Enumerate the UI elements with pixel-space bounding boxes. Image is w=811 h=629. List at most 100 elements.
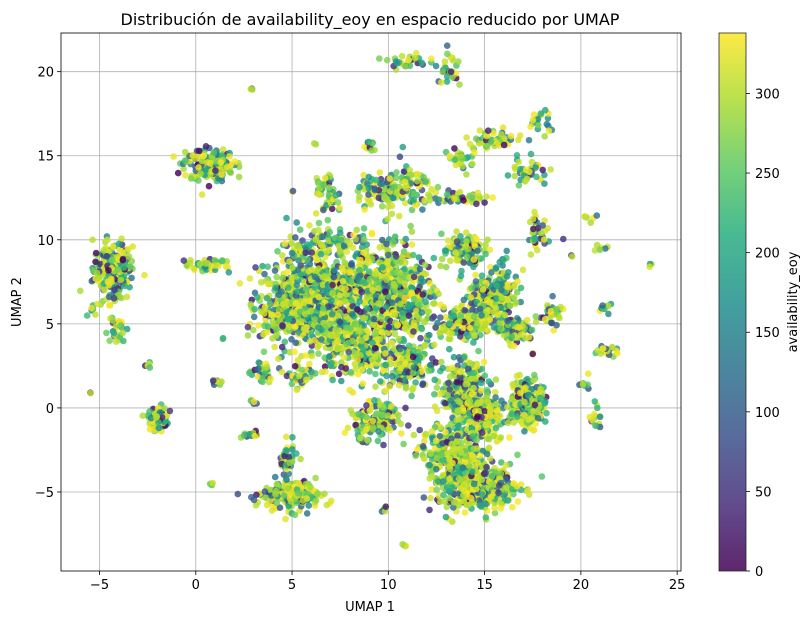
scatter-point xyxy=(326,353,333,360)
scatter-point xyxy=(504,273,511,280)
scatter-point xyxy=(419,291,426,298)
scatter-point xyxy=(509,381,516,388)
scatter-point xyxy=(318,327,325,334)
scatter-point xyxy=(506,434,513,441)
scatter-point xyxy=(357,435,364,442)
scatter-point xyxy=(360,315,367,322)
scatter-point xyxy=(507,302,514,309)
scatter-point xyxy=(282,301,289,308)
scatter-point xyxy=(433,466,440,473)
scatter-point xyxy=(313,497,320,504)
scatter-point xyxy=(314,344,321,351)
scatter-point xyxy=(392,312,399,319)
scatter-point xyxy=(448,330,455,337)
scatter-point xyxy=(449,365,456,372)
scatter-point xyxy=(273,326,280,333)
scatter-point xyxy=(297,456,304,463)
scatter-point xyxy=(369,287,376,294)
scatter-point xyxy=(279,344,286,351)
scatter-point xyxy=(389,299,396,306)
scatter-point xyxy=(338,364,345,371)
scatter-point xyxy=(329,377,336,384)
scatter-point xyxy=(94,270,101,277)
scatter-point xyxy=(328,297,335,304)
scatter-point xyxy=(425,308,432,315)
scatter-point xyxy=(275,355,282,362)
scatter-point xyxy=(124,294,131,301)
scatter-point xyxy=(375,428,382,435)
scatter-point xyxy=(386,324,393,331)
scatter-point xyxy=(467,325,474,332)
scatter-point xyxy=(471,332,478,339)
scatter-point xyxy=(485,328,492,335)
scatter-point xyxy=(402,405,409,412)
scatter-point xyxy=(188,175,195,182)
scatter-point xyxy=(380,404,387,411)
scatter-point xyxy=(439,256,446,263)
scatter-point xyxy=(479,272,486,279)
scatter-point xyxy=(426,288,433,295)
scatter-point xyxy=(312,475,319,482)
scatter-point xyxy=(364,437,371,444)
scatter-point xyxy=(446,476,453,483)
scatter-point xyxy=(287,460,294,467)
scatter-point xyxy=(235,491,242,498)
scatter-point xyxy=(370,424,377,431)
scatter-point xyxy=(283,434,290,441)
scatter-point xyxy=(537,386,544,393)
scatter-point xyxy=(291,349,298,356)
scatter-point xyxy=(379,412,386,419)
scatter-point xyxy=(269,507,276,514)
scatter-point xyxy=(357,352,364,359)
scatter-point xyxy=(140,412,147,419)
scatter-point xyxy=(471,370,478,377)
scatter-point xyxy=(434,320,441,327)
scatter-point xyxy=(416,427,423,434)
scatter-point xyxy=(468,294,475,301)
scatter-point xyxy=(379,264,386,271)
scatter-point xyxy=(103,253,110,260)
scatter-point xyxy=(421,456,428,463)
scatter-point xyxy=(327,362,334,369)
scatter-point xyxy=(93,250,100,257)
scatter-point xyxy=(343,313,350,320)
scatter-point xyxy=(543,410,550,417)
scatter-point xyxy=(309,353,316,360)
scatter-point xyxy=(101,247,108,254)
scatter-point xyxy=(121,264,128,271)
scatter-point xyxy=(371,316,378,323)
scatter-point xyxy=(434,408,441,415)
scatter-point xyxy=(331,267,338,274)
scatter-point xyxy=(175,170,182,177)
scatter-point xyxy=(182,157,189,164)
scatter-point xyxy=(427,450,434,457)
scatter-point xyxy=(498,470,505,477)
scatter-point xyxy=(469,452,476,459)
scatter-point xyxy=(497,325,504,332)
scatter-point xyxy=(237,280,244,287)
scatter-point xyxy=(427,495,434,502)
scatter-point xyxy=(461,488,468,495)
scatter-point xyxy=(447,373,454,380)
scatter-point xyxy=(431,255,438,262)
scatter-point xyxy=(295,490,302,497)
scatter-point xyxy=(379,237,386,244)
scatter-point xyxy=(455,422,462,429)
scatter-point xyxy=(410,328,417,335)
scatter-point xyxy=(402,359,409,366)
scatter-point xyxy=(529,415,536,422)
scatter-point xyxy=(268,311,275,318)
scatter-point xyxy=(388,403,395,410)
scatter-point xyxy=(103,330,110,337)
scatter-point xyxy=(274,312,281,319)
scatter-point xyxy=(377,378,384,385)
scatter-point xyxy=(437,498,444,505)
scatter-point xyxy=(484,297,491,304)
scatter-point xyxy=(398,430,405,437)
scatter-point xyxy=(316,220,323,227)
scatter-point xyxy=(433,438,440,445)
scatter-point xyxy=(357,257,364,264)
scatter-point xyxy=(350,389,357,396)
scatter-point xyxy=(390,239,397,246)
